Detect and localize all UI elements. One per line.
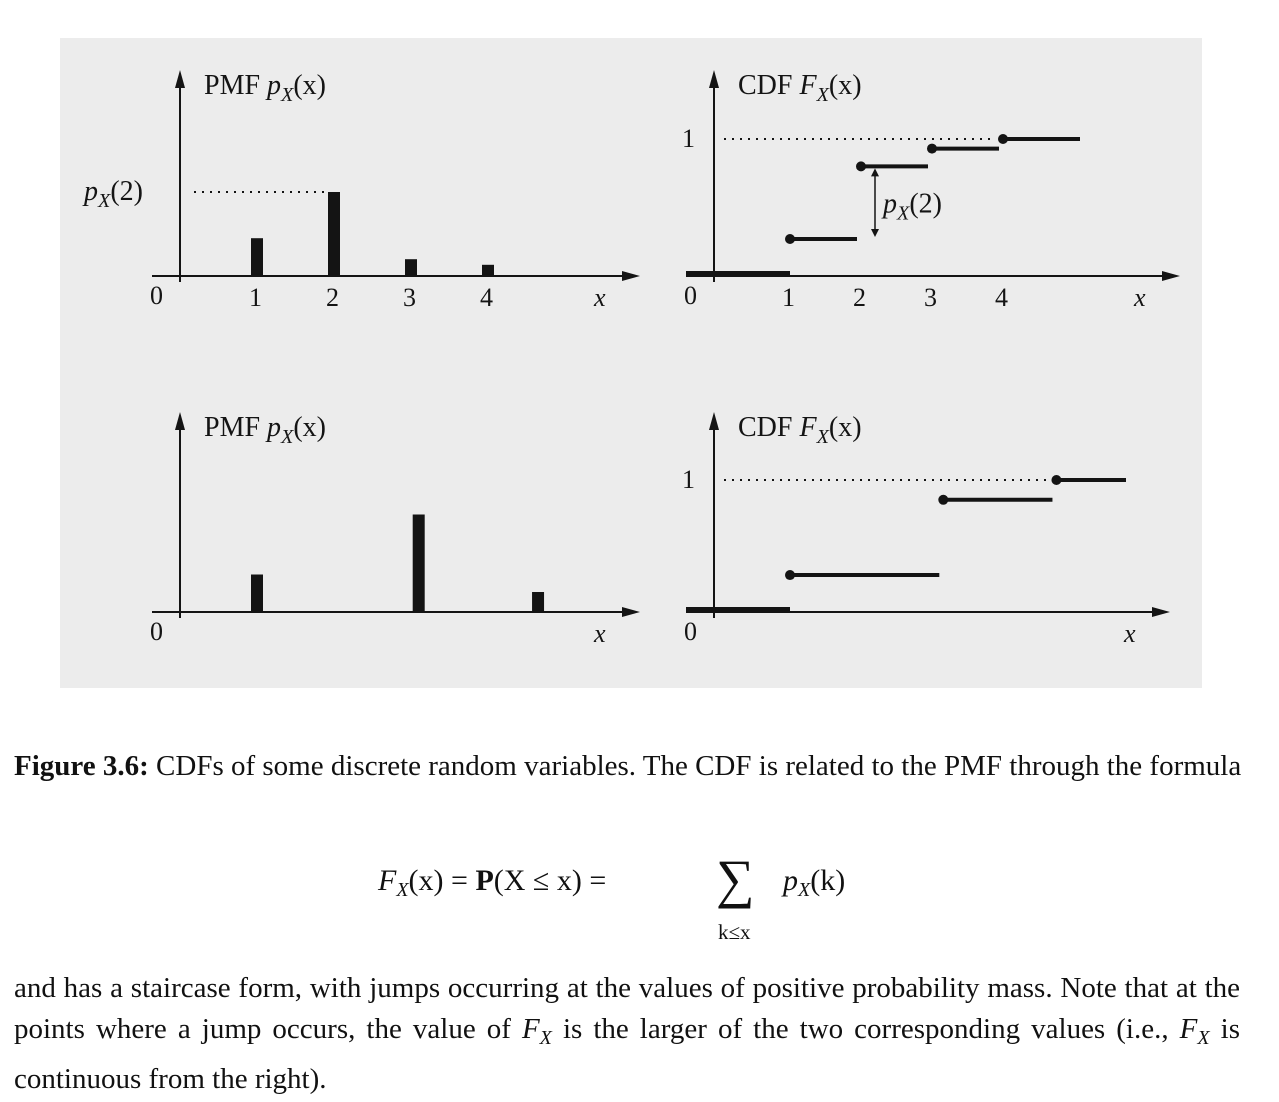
caption2-part1: and has a staircase form, with jumps occ… <box>14 972 1240 1045</box>
x-axis-arrow <box>1162 271 1180 281</box>
panel-bottom-right: 0 x CDF FX(x) 1 <box>682 412 1170 648</box>
x-tick-label: 3 <box>924 283 937 312</box>
x-tick-label: 1 <box>249 283 262 312</box>
x-axis-arrow <box>622 607 640 617</box>
panel-top-left: 0 x PMF pX(x) 1 2 3 4 pX(2) <box>82 70 640 312</box>
formula-F: F <box>378 864 397 897</box>
pmf-bar <box>412 514 425 612</box>
formula-sum: ∑ <box>716 849 755 909</box>
formula-p-sub: X <box>798 879 811 901</box>
cdf-one-label: 1 <box>682 124 695 153</box>
formula-P: P <box>475 864 494 897</box>
figure-canvas: 0 x PMF pX(x) 1 2 3 4 pX(2) 0 x CDF FX(x) 1 2 3 4 1 pX(2… <box>60 38 1202 688</box>
pmf-bar <box>251 574 263 612</box>
origin-label: 0 <box>150 281 163 310</box>
origin-label: 0 <box>150 617 163 646</box>
panel-title: CDF FX(x) <box>738 70 862 106</box>
x-tick-label: 4 <box>995 283 1008 312</box>
cdf-formula: FX(x) = P(X ≤ x) = ∑ k≤x pX(k) <box>378 849 978 948</box>
jump-arrow-head-up <box>871 168 879 177</box>
x-axis-label: x <box>593 619 606 648</box>
formula-sum-index: k≤x <box>718 920 751 944</box>
formula-rhs-arg: (k) <box>810 864 846 897</box>
x-tick-label: 1 <box>782 283 795 312</box>
cdf-jump-point <box>998 134 1008 144</box>
y-axis-arrow <box>175 412 185 430</box>
figure-3-6: 0 x PMF pX(x) 1 2 3 4 pX(2) 0 x CDF FX(x) 1 2 3 4 1 pX(2… <box>60 38 1202 688</box>
figure-background <box>60 38 1202 688</box>
caption2-sub2: X <box>1197 1027 1210 1049</box>
figure-caption-continuation: and has a staircase form, with jumps occ… <box>14 968 1240 1100</box>
cdf-one-label: 1 <box>682 465 695 494</box>
caption2-sub1: X <box>539 1027 552 1049</box>
cdf-jump-point <box>1051 475 1062 485</box>
x-axis-label: x <box>1123 619 1136 648</box>
formula-p: p <box>783 864 798 897</box>
annotation-label: pX(2) <box>82 176 143 212</box>
panel-title: PMF pX(x) <box>204 70 326 106</box>
x-axis-arrow <box>1152 607 1170 617</box>
pmf-bar <box>482 264 494 276</box>
cdf-jump-point <box>856 161 866 172</box>
panel-title: CDF FX(x) <box>738 412 862 448</box>
cdf-jump-point <box>785 234 795 245</box>
jump-arrow-head-down <box>871 229 879 238</box>
x-tick-label: 2 <box>326 283 339 312</box>
x-axis-label: x <box>1133 283 1146 312</box>
panel-bottom-left: 0 x PMF pX(x) <box>150 412 640 648</box>
pmf-bar <box>251 238 263 276</box>
x-axis-label: x <box>593 283 606 312</box>
caption2-F2: F <box>1179 1013 1198 1045</box>
caption2-part3: is continuous from the right). <box>14 1013 1240 1095</box>
pmf-bar <box>405 259 417 276</box>
cdf-jump-point <box>785 570 795 581</box>
x-tick-label: 4 <box>480 283 493 312</box>
cdf-jump-point <box>938 494 949 505</box>
formula-prob-arg: (X ≤ x) = <box>493 864 607 897</box>
y-axis-arrow <box>709 70 719 88</box>
origin-label: 0 <box>684 281 697 310</box>
origin-label: 0 <box>684 617 697 646</box>
pmf-bar <box>328 192 340 276</box>
caption2-F1: F <box>521 1013 540 1045</box>
panel-title: PMF pX(x) <box>204 412 326 448</box>
pmf-bar <box>532 592 545 612</box>
caption-label: Figure 3.6: <box>14 750 149 782</box>
formula-F-sub: X <box>396 879 409 901</box>
x-tick-label: 2 <box>853 283 866 312</box>
caption-text: CDFs of some discrete random variables. … <box>148 750 1242 782</box>
x-axis-arrow <box>622 271 640 281</box>
caption2-part2: is the larger of the two corresponding v… <box>551 1013 1180 1045</box>
formula-lhs-arg: (x) = <box>408 864 476 897</box>
figure-caption: Figure 3.6: CDFs of some discrete random… <box>14 746 1244 786</box>
x-tick-label: 3 <box>403 283 416 312</box>
jump-annotation-label: pX(2) <box>881 189 942 225</box>
y-axis-arrow <box>175 70 185 88</box>
panel-top-right: 0 x CDF FX(x) 1 2 3 4 1 pX(2) <box>682 70 1180 312</box>
y-axis-arrow <box>709 412 719 430</box>
cdf-jump-point <box>927 143 937 154</box>
